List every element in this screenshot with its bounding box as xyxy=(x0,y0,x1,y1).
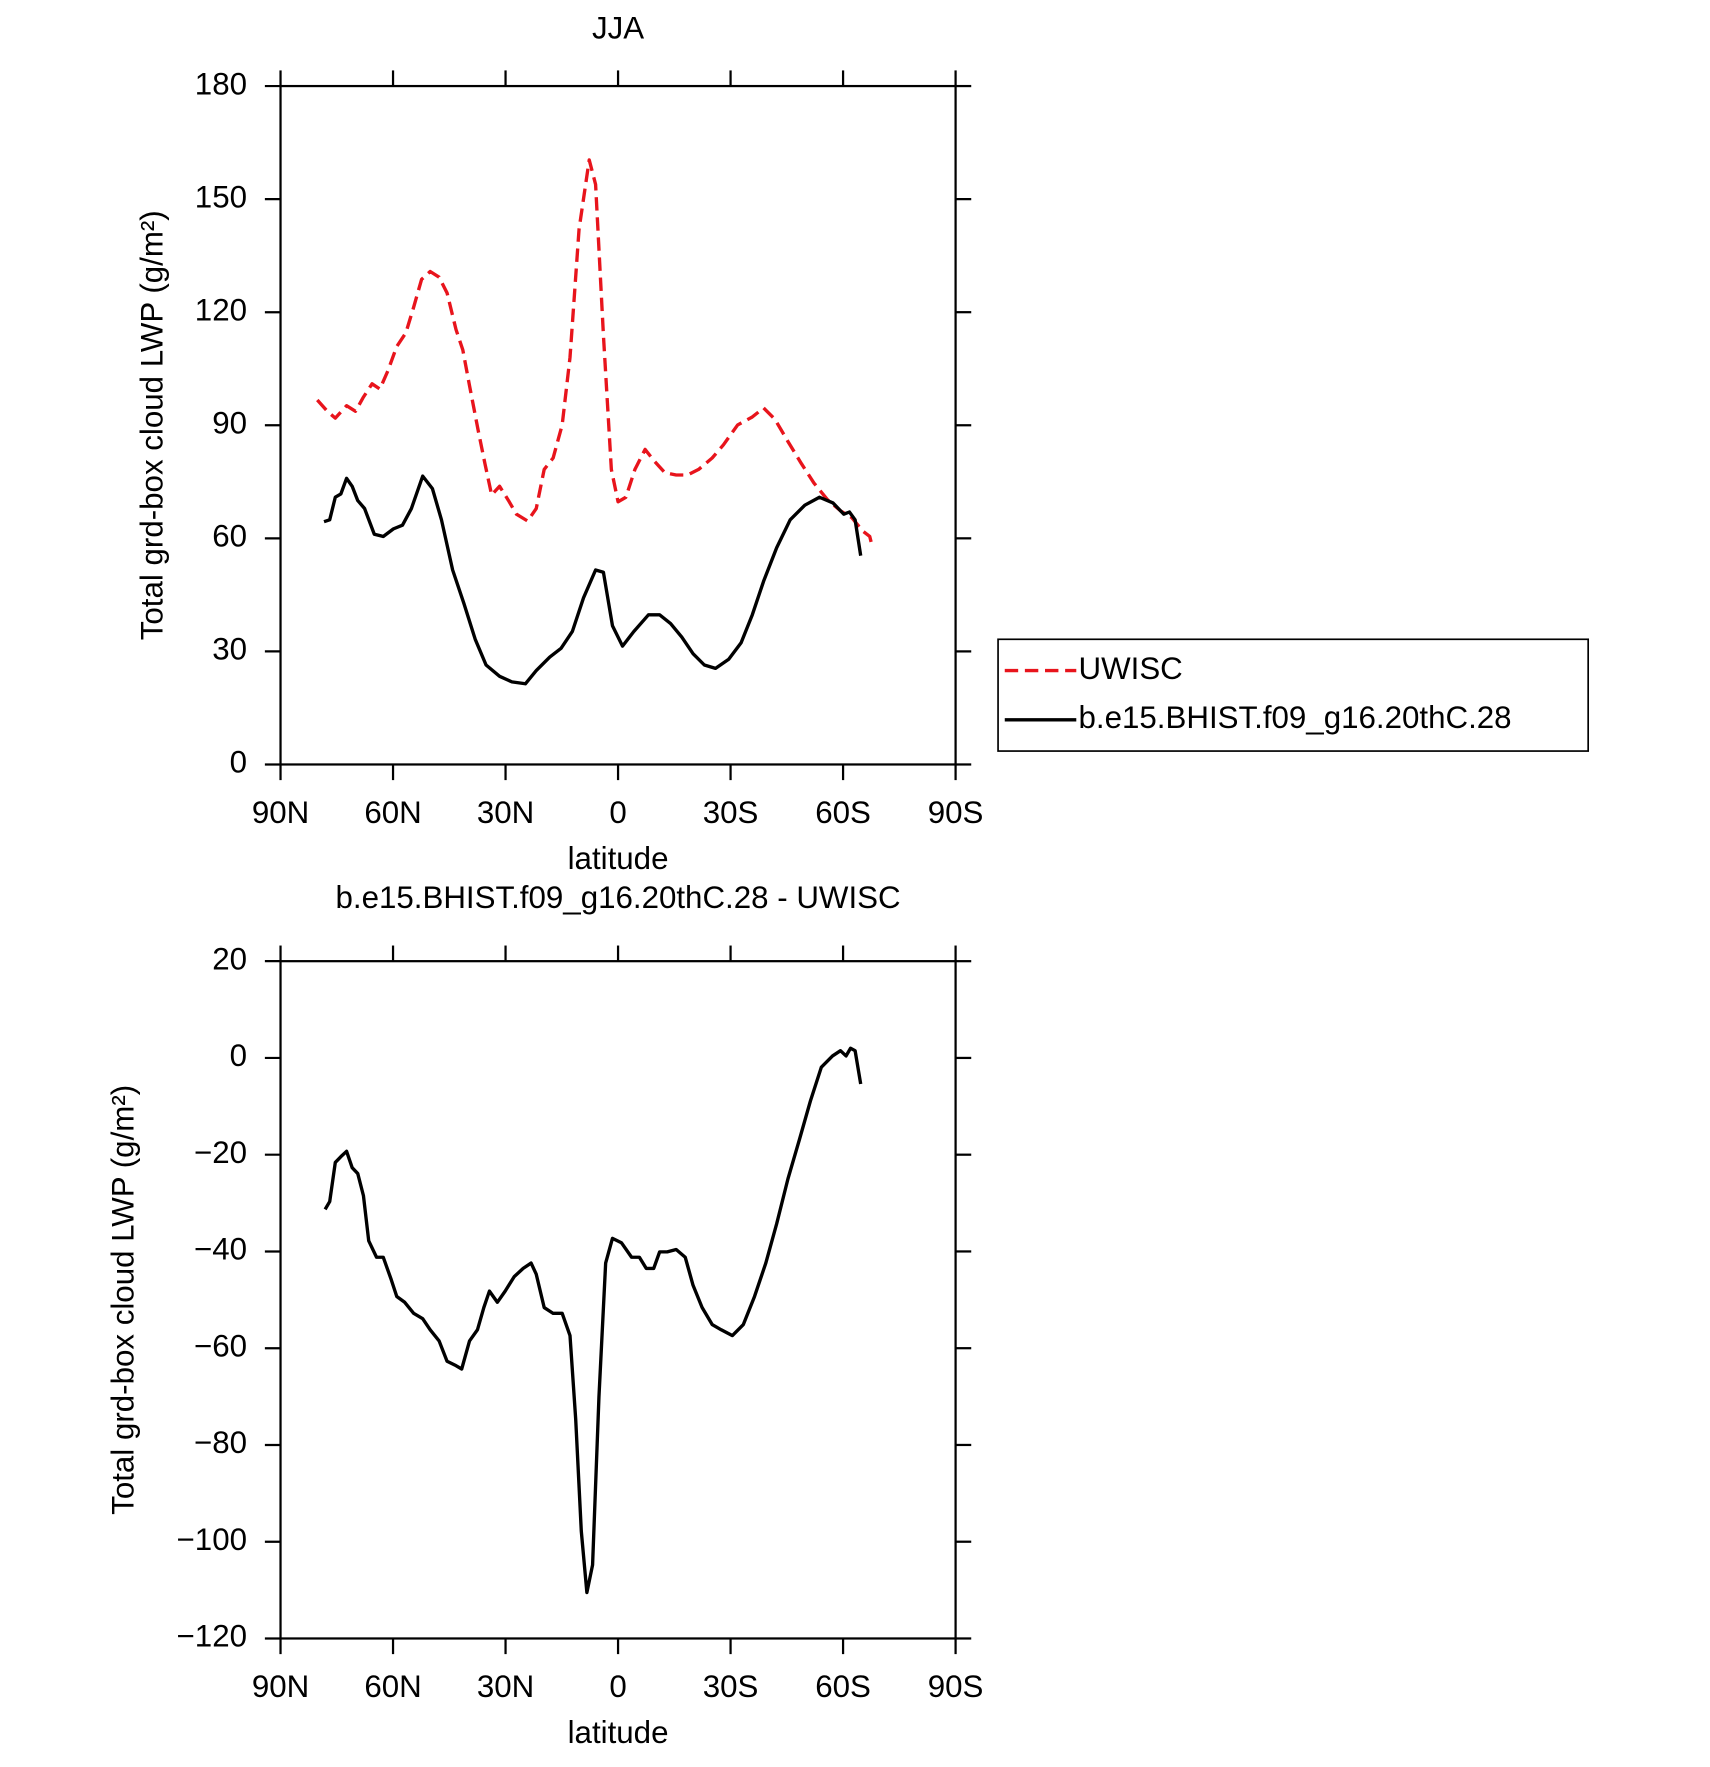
y-tick-label: −120 xyxy=(177,1619,247,1654)
x-tick-label: 0 xyxy=(609,1669,626,1704)
y-tick-label: −80 xyxy=(194,1425,247,1460)
y-tick-label: 150 xyxy=(195,179,247,214)
chart-title: JJA xyxy=(592,10,644,45)
x-tick-label: 30S xyxy=(703,795,759,830)
y-tick-label: −100 xyxy=(177,1522,247,1557)
y-tick-label: 30 xyxy=(212,632,247,667)
y-tick-label: −60 xyxy=(194,1328,247,1363)
y-axis-label: Total grd-box cloud LWP (g/m²) xyxy=(135,210,170,640)
plot-frame xyxy=(279,960,957,1640)
y-tick-label: 180 xyxy=(195,66,247,101)
plot-frame xyxy=(279,84,957,766)
series-line xyxy=(316,158,874,546)
x-tick-label: 0 xyxy=(609,795,626,830)
series-line xyxy=(323,474,863,686)
y-axis-label: Total grd-box cloud LWP (g/m²) xyxy=(105,1085,140,1515)
x-tick-label: 30N xyxy=(477,795,534,830)
y-tick-label: 120 xyxy=(195,292,247,327)
y-tick-label: −20 xyxy=(194,1135,247,1170)
y-tick-label: 90 xyxy=(212,406,247,441)
x-axis-label: latitude xyxy=(568,1715,669,1750)
x-tick-label: 60S xyxy=(815,1669,871,1704)
x-tick-label: 30N xyxy=(477,1669,534,1704)
series-line xyxy=(323,1046,863,1595)
x-tick-label: 90N xyxy=(252,795,309,830)
chart-title: b.e15.BHIST.f09_g16.20thC.28 - UWISC xyxy=(336,880,901,915)
legend-label: UWISC xyxy=(1079,651,1183,686)
y-tick-label: −40 xyxy=(194,1232,247,1267)
x-axis-label: latitude xyxy=(568,841,669,876)
legend-box xyxy=(997,638,1590,752)
y-tick-label: 20 xyxy=(212,941,247,976)
y-tick-label: 60 xyxy=(212,519,247,554)
x-tick-label: 90S xyxy=(928,1669,984,1704)
x-tick-label: 30S xyxy=(703,1669,759,1704)
x-tick-label: 60N xyxy=(364,795,421,830)
x-tick-label: 90N xyxy=(252,1669,309,1704)
y-tick-label: 0 xyxy=(230,1038,247,1073)
y-tick-label: 0 xyxy=(230,745,247,780)
x-tick-label: 90S xyxy=(928,795,984,830)
legend-label: b.e15.BHIST.f09_g16.20thC.28 xyxy=(1079,700,1512,735)
x-tick-label: 60S xyxy=(815,795,871,830)
x-tick-label: 60N xyxy=(364,1669,421,1704)
